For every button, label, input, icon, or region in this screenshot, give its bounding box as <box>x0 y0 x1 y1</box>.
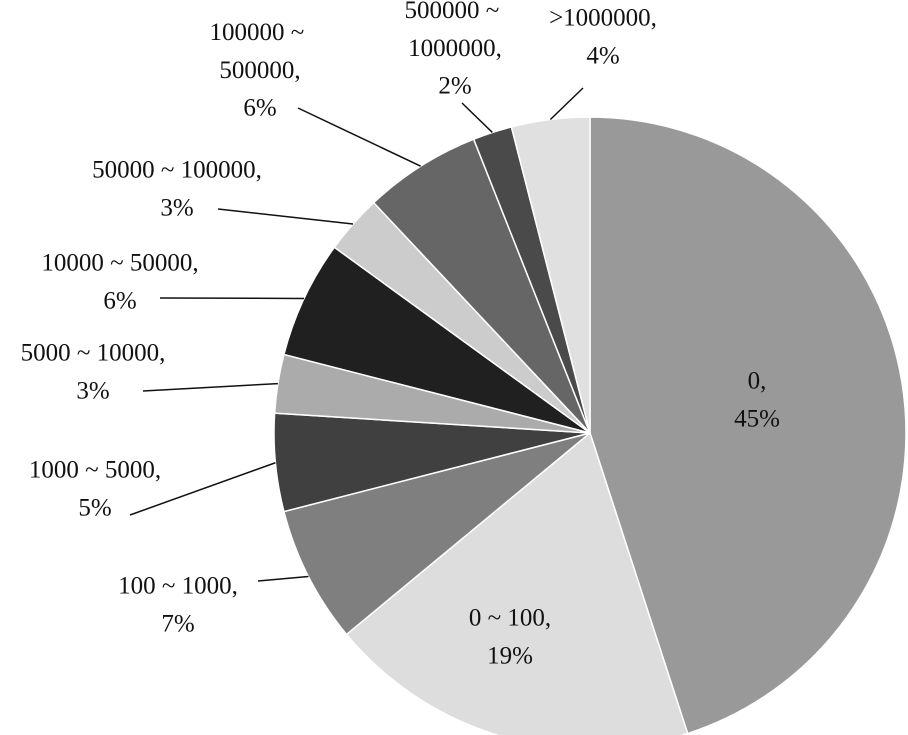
leader-line <box>297 107 422 167</box>
category-label: 5000 ~ 10000, <box>21 340 166 367</box>
category-label: >1000000, <box>549 5 657 32</box>
value-label: 6% <box>103 288 136 315</box>
value-label: 6% <box>243 95 276 122</box>
category-label: 0 ~ 100, <box>469 605 551 632</box>
pie-slice <box>283 432 591 636</box>
pie-slice <box>589 116 907 735</box>
leader-line <box>549 87 584 121</box>
leader-line <box>142 382 278 392</box>
pie-slice <box>510 116 591 434</box>
category-label: 1000 ~ 5000, <box>29 457 161 484</box>
value-label: 19% <box>487 643 533 670</box>
value-label: 5% <box>78 495 111 522</box>
value-label: 7% <box>161 611 194 638</box>
category-label: 100000 ~ 500000, <box>209 19 310 84</box>
category-label: 0, <box>748 368 767 395</box>
leader-line <box>257 575 309 582</box>
leader-line <box>461 102 493 134</box>
value-label: 45% <box>734 406 780 433</box>
value-label: 4% <box>586 43 619 70</box>
pie-slice <box>345 431 689 735</box>
category-label: 100 ~ 1000, <box>118 573 238 600</box>
leader-line <box>129 462 276 516</box>
pie-slice <box>372 138 591 434</box>
category-label: 500000 ~ 1000000, <box>404 0 505 62</box>
value-label: 2% <box>438 73 471 100</box>
pie-slice <box>283 246 591 434</box>
category-label: 10000 ~ 50000, <box>41 250 198 277</box>
leader-line <box>217 208 354 225</box>
value-label: 3% <box>160 195 193 222</box>
category-label: 50000 ~ 100000, <box>92 157 262 184</box>
value-label: 3% <box>76 378 109 405</box>
